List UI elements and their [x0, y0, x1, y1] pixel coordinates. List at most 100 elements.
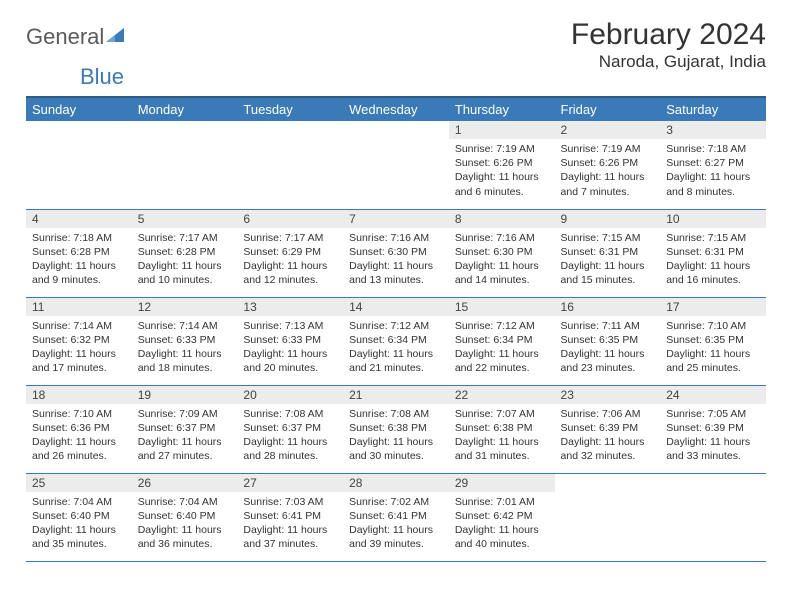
daylight-text: Daylight: 11 hours and 32 minutes. — [561, 435, 655, 463]
day-number: 8 — [449, 210, 555, 228]
sunrise-text: Sunrise: 7:13 AM — [243, 319, 337, 333]
sunrise-text: Sunrise: 7:05 AM — [666, 407, 760, 421]
day-details: Sunrise: 7:08 AMSunset: 6:38 PMDaylight:… — [343, 404, 449, 468]
weekday-header: Monday — [132, 97, 238, 121]
sunset-text: Sunset: 6:34 PM — [455, 333, 549, 347]
calendar-cell: 28Sunrise: 7:02 AMSunset: 6:41 PMDayligh… — [343, 473, 449, 561]
daylight-text: Daylight: 11 hours and 9 minutes. — [32, 259, 126, 287]
sunset-text: Sunset: 6:38 PM — [455, 421, 549, 435]
day-number: 18 — [26, 386, 132, 404]
calendar-body: 1Sunrise: 7:19 AMSunset: 6:26 PMDaylight… — [26, 121, 766, 561]
sunrise-text: Sunrise: 7:15 AM — [561, 231, 655, 245]
calendar-cell: 23Sunrise: 7:06 AMSunset: 6:39 PMDayligh… — [555, 385, 661, 473]
day-number: 17 — [660, 298, 766, 316]
day-number: 16 — [555, 298, 661, 316]
daylight-text: Daylight: 11 hours and 22 minutes. — [455, 347, 549, 375]
sunrise-text: Sunrise: 7:17 AM — [243, 231, 337, 245]
sunset-text: Sunset: 6:35 PM — [561, 333, 655, 347]
day-details: Sunrise: 7:19 AMSunset: 6:26 PMDaylight:… — [449, 139, 555, 203]
sunrise-text: Sunrise: 7:16 AM — [349, 231, 443, 245]
sunrise-text: Sunrise: 7:01 AM — [455, 495, 549, 509]
calendar-cell: 16Sunrise: 7:11 AMSunset: 6:35 PMDayligh… — [555, 297, 661, 385]
sunrise-text: Sunrise: 7:18 AM — [32, 231, 126, 245]
daylight-text: Daylight: 11 hours and 27 minutes. — [138, 435, 232, 463]
calendar-page: General February 2024 Naroda, Gujarat, I… — [0, 0, 792, 562]
sunset-text: Sunset: 6:42 PM — [455, 509, 549, 523]
sunrise-text: Sunrise: 7:10 AM — [666, 319, 760, 333]
sunrise-text: Sunrise: 7:07 AM — [455, 407, 549, 421]
daylight-text: Daylight: 11 hours and 14 minutes. — [455, 259, 549, 287]
calendar-cell: 26Sunrise: 7:04 AMSunset: 6:40 PMDayligh… — [132, 473, 238, 561]
day-number: 11 — [26, 298, 132, 316]
sunset-text: Sunset: 6:41 PM — [243, 509, 337, 523]
day-details: Sunrise: 7:11 AMSunset: 6:35 PMDaylight:… — [555, 316, 661, 380]
daylight-text: Daylight: 11 hours and 23 minutes. — [561, 347, 655, 375]
calendar-cell: 27Sunrise: 7:03 AMSunset: 6:41 PMDayligh… — [237, 473, 343, 561]
calendar-row: 11Sunrise: 7:14 AMSunset: 6:32 PMDayligh… — [26, 297, 766, 385]
daylight-text: Daylight: 11 hours and 20 minutes. — [243, 347, 337, 375]
day-details: Sunrise: 7:14 AMSunset: 6:32 PMDaylight:… — [26, 316, 132, 380]
day-details: Sunrise: 7:12 AMSunset: 6:34 PMDaylight:… — [343, 316, 449, 380]
day-details: Sunrise: 7:13 AMSunset: 6:33 PMDaylight:… — [237, 316, 343, 380]
weekday-header: Tuesday — [237, 97, 343, 121]
day-number: 23 — [555, 386, 661, 404]
calendar-cell: 12Sunrise: 7:14 AMSunset: 6:33 PMDayligh… — [132, 297, 238, 385]
day-details: Sunrise: 7:15 AMSunset: 6:31 PMDaylight:… — [660, 228, 766, 292]
daylight-text: Daylight: 11 hours and 15 minutes. — [561, 259, 655, 287]
calendar-row: 18Sunrise: 7:10 AMSunset: 6:36 PMDayligh… — [26, 385, 766, 473]
sunrise-text: Sunrise: 7:08 AM — [349, 407, 443, 421]
day-number: 5 — [132, 210, 238, 228]
sunrise-text: Sunrise: 7:18 AM — [666, 142, 760, 156]
calendar-cell: 20Sunrise: 7:08 AMSunset: 6:37 PMDayligh… — [237, 385, 343, 473]
calendar-cell: 1Sunrise: 7:19 AMSunset: 6:26 PMDaylight… — [449, 121, 555, 209]
sunset-text: Sunset: 6:26 PM — [455, 156, 549, 170]
day-number: 24 — [660, 386, 766, 404]
sunset-text: Sunset: 6:32 PM — [32, 333, 126, 347]
sunset-text: Sunset: 6:36 PM — [32, 421, 126, 435]
day-number: 12 — [132, 298, 238, 316]
daylight-text: Daylight: 11 hours and 40 minutes. — [455, 523, 549, 551]
daylight-text: Daylight: 11 hours and 6 minutes. — [455, 170, 549, 198]
calendar-cell — [555, 473, 661, 561]
day-details: Sunrise: 7:04 AMSunset: 6:40 PMDaylight:… — [26, 492, 132, 556]
daylight-text: Daylight: 11 hours and 28 minutes. — [243, 435, 337, 463]
calendar-cell: 14Sunrise: 7:12 AMSunset: 6:34 PMDayligh… — [343, 297, 449, 385]
sunset-text: Sunset: 6:37 PM — [243, 421, 337, 435]
calendar-cell: 2Sunrise: 7:19 AMSunset: 6:26 PMDaylight… — [555, 121, 661, 209]
calendar-cell: 8Sunrise: 7:16 AMSunset: 6:30 PMDaylight… — [449, 209, 555, 297]
calendar-cell: 7Sunrise: 7:16 AMSunset: 6:30 PMDaylight… — [343, 209, 449, 297]
sunrise-text: Sunrise: 7:04 AM — [32, 495, 126, 509]
calendar-row: 1Sunrise: 7:19 AMSunset: 6:26 PMDaylight… — [26, 121, 766, 209]
sunrise-text: Sunrise: 7:15 AM — [666, 231, 760, 245]
day-details: Sunrise: 7:17 AMSunset: 6:29 PMDaylight:… — [237, 228, 343, 292]
sunset-text: Sunset: 6:31 PM — [561, 245, 655, 259]
sunrise-text: Sunrise: 7:19 AM — [455, 142, 549, 156]
daylight-text: Daylight: 11 hours and 39 minutes. — [349, 523, 443, 551]
calendar-cell: 29Sunrise: 7:01 AMSunset: 6:42 PMDayligh… — [449, 473, 555, 561]
sunset-text: Sunset: 6:39 PM — [561, 421, 655, 435]
logo-triangle-icon — [104, 26, 126, 49]
sunset-text: Sunset: 6:39 PM — [666, 421, 760, 435]
sunrise-text: Sunrise: 7:14 AM — [32, 319, 126, 333]
daylight-text: Daylight: 11 hours and 37 minutes. — [243, 523, 337, 551]
sunset-text: Sunset: 6:26 PM — [561, 156, 655, 170]
logo-text-blue: Blue — [80, 64, 124, 90]
day-details: Sunrise: 7:14 AMSunset: 6:33 PMDaylight:… — [132, 316, 238, 380]
sunset-text: Sunset: 6:28 PM — [32, 245, 126, 259]
day-details: Sunrise: 7:18 AMSunset: 6:27 PMDaylight:… — [660, 139, 766, 203]
calendar-cell — [26, 121, 132, 209]
daylight-text: Daylight: 11 hours and 21 minutes. — [349, 347, 443, 375]
day-details: Sunrise: 7:16 AMSunset: 6:30 PMDaylight:… — [343, 228, 449, 292]
month-title: February 2024 — [571, 18, 766, 52]
calendar-cell: 13Sunrise: 7:13 AMSunset: 6:33 PMDayligh… — [237, 297, 343, 385]
day-details: Sunrise: 7:18 AMSunset: 6:28 PMDaylight:… — [26, 228, 132, 292]
sunrise-text: Sunrise: 7:14 AM — [138, 319, 232, 333]
sunrise-text: Sunrise: 7:08 AM — [243, 407, 337, 421]
day-number: 10 — [660, 210, 766, 228]
sunrise-text: Sunrise: 7:09 AM — [138, 407, 232, 421]
sunset-text: Sunset: 6:34 PM — [349, 333, 443, 347]
daylight-text: Daylight: 11 hours and 7 minutes. — [561, 170, 655, 198]
sunrise-text: Sunrise: 7:12 AM — [455, 319, 549, 333]
weekday-header: Wednesday — [343, 97, 449, 121]
calendar-cell: 6Sunrise: 7:17 AMSunset: 6:29 PMDaylight… — [237, 209, 343, 297]
